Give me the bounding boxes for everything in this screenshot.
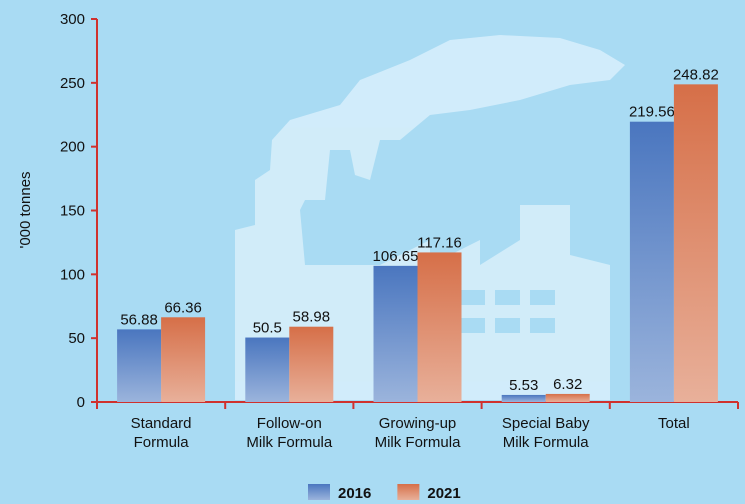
factory-windows [460, 290, 555, 333]
y-tick-label: 250 [60, 75, 85, 92]
value-label: 219.56 [629, 104, 675, 121]
legend-label: 2016 [338, 485, 371, 502]
value-label: 117.16 [417, 234, 462, 251]
x-tick-label: Special Baby Milk Formula [502, 415, 590, 451]
y-tick-label: 100 [60, 266, 85, 283]
y-tick-label: 50 [68, 330, 85, 347]
value-label: 248.82 [673, 66, 719, 83]
x-tick-label: Total [658, 415, 690, 432]
bar [673, 84, 718, 403]
value-label: 106.65 [373, 248, 419, 265]
y-axis-label: '000 tonnes [17, 171, 34, 248]
bar [629, 121, 674, 402]
bar [545, 393, 590, 402]
y-tick-label: 150 [60, 203, 85, 220]
legend-label: 2021 [427, 485, 460, 502]
bar [117, 329, 162, 402]
y-tick-label: 200 [60, 139, 85, 156]
bar [373, 265, 418, 402]
value-label: 56.88 [120, 311, 158, 328]
bar [289, 326, 334, 402]
y-tick-label: 0 [77, 394, 85, 411]
value-label: 58.98 [293, 309, 331, 326]
legend-swatch [397, 484, 420, 500]
bar [417, 252, 462, 402]
value-label: 5.53 [509, 377, 538, 394]
x-tick-label: Standard Formula [131, 415, 192, 451]
x-tick-label: Growing-up Milk Formula [375, 415, 461, 451]
bar [245, 337, 290, 402]
bar [161, 317, 206, 402]
value-label: 66.36 [164, 299, 202, 316]
legend-swatch [308, 484, 330, 500]
bar [501, 394, 546, 402]
value-label: 6.32 [553, 376, 582, 393]
y-tick-label: 300 [60, 11, 85, 28]
x-tick-label: Follow-on Milk Formula [246, 415, 332, 451]
value-label: 50.5 [253, 320, 282, 337]
